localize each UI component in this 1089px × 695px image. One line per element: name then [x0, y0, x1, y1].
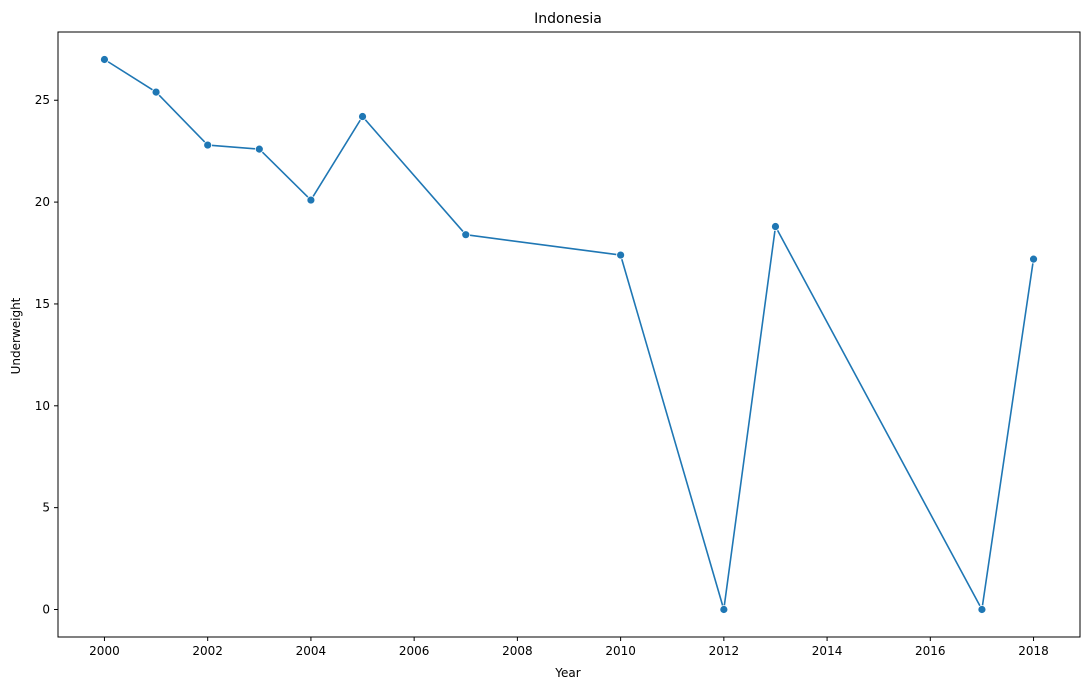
y-tick-label: 0: [42, 603, 50, 617]
x-tick-label: 2002: [192, 644, 223, 658]
data-point: [254, 144, 264, 154]
x-tick-label: 2016: [915, 644, 946, 658]
data-point: [461, 230, 471, 240]
x-tick-label: 2012: [709, 644, 740, 658]
data-point: [306, 195, 316, 205]
data-point: [358, 112, 367, 121]
y-tick-label: 25: [35, 93, 50, 107]
plot-area-frame: [57, 31, 1081, 638]
series-layer: [100, 55, 1038, 614]
axis-ticks: 2000 2002 2004 2006 2008 2010 2012 2014 2016 2018…: [35, 93, 1049, 658]
x-tick-label: 2010: [605, 644, 636, 658]
data-point: [1029, 254, 1038, 264]
x-tick-label: 2000: [89, 644, 120, 658]
y-tick-label: 20: [35, 195, 50, 209]
series-line: [104, 58, 1035, 611]
data-point: [977, 605, 987, 614]
data-point: [100, 55, 109, 64]
data-point: [719, 605, 729, 614]
y-tick-label: 15: [35, 297, 50, 311]
data-point: [616, 250, 626, 260]
x-tick-label: 2018: [1018, 644, 1049, 658]
x-tick-label: 2014: [812, 644, 843, 658]
chart-title: Indonesia: [534, 11, 602, 27]
data-point: [203, 140, 213, 150]
x-axis-label: Year: [554, 666, 580, 680]
x-tick-label: 2008: [502, 644, 533, 658]
y-axis-label: Underweight: [9, 297, 23, 374]
y-tick-label: 5: [42, 501, 50, 515]
data-point: [151, 87, 161, 97]
y-tick-label: 10: [35, 399, 50, 413]
x-tick-label: 2004: [296, 644, 327, 658]
data-point: [771, 222, 780, 231]
x-tick-label: 2006: [399, 644, 430, 658]
